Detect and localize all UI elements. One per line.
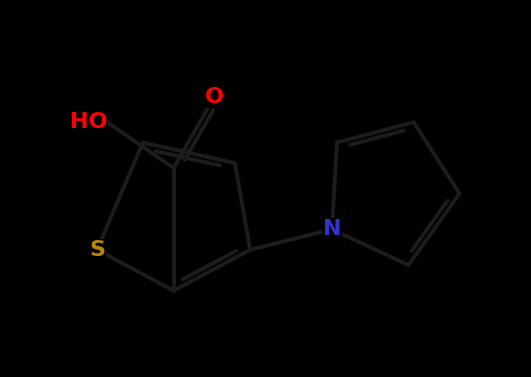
- Text: S: S: [89, 240, 105, 260]
- Text: O: O: [205, 87, 224, 107]
- Text: HO: HO: [70, 112, 107, 132]
- Text: N: N: [323, 219, 341, 239]
